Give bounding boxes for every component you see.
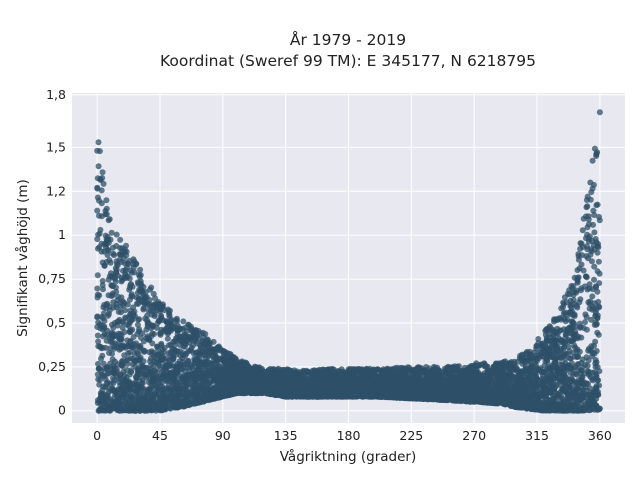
data-point — [108, 270, 114, 277]
data-point — [574, 267, 581, 274]
data-point — [103, 205, 110, 212]
data-point — [181, 343, 188, 350]
data-point — [157, 330, 164, 337]
data-point — [115, 330, 122, 337]
data-point — [578, 334, 585, 341]
chart-title-line1: År 1979 - 2019 — [290, 30, 406, 49]
data-point — [95, 163, 102, 170]
data-point — [591, 212, 598, 218]
data-point — [96, 148, 103, 155]
data-point — [180, 318, 187, 325]
data-point — [188, 344, 195, 351]
data-point — [593, 150, 600, 157]
data-point — [558, 305, 565, 312]
data-point — [528, 362, 535, 369]
data-point — [113, 243, 120, 249]
data-point — [199, 329, 206, 336]
data-points — [94, 109, 603, 414]
data-point — [595, 331, 602, 338]
data-point — [304, 376, 311, 383]
data-point — [126, 296, 133, 303]
data-point — [527, 372, 534, 379]
data-point — [571, 342, 578, 349]
data-point — [106, 349, 112, 356]
data-point — [543, 368, 549, 375]
data-point — [586, 281, 593, 288]
data-point — [132, 363, 139, 370]
data-point — [588, 316, 595, 323]
data-point — [133, 300, 140, 307]
data-point — [135, 350, 142, 357]
data-point — [535, 336, 542, 342]
data-point — [124, 337, 131, 344]
data-point — [579, 356, 586, 363]
data-point — [136, 357, 143, 364]
data-point — [144, 323, 151, 330]
data-point — [98, 248, 105, 255]
data-point — [533, 345, 540, 352]
data-point — [99, 278, 106, 284]
data-point — [98, 187, 105, 194]
data-point — [197, 346, 204, 353]
data-point — [575, 361, 582, 367]
data-point — [100, 333, 106, 340]
data-point — [148, 284, 155, 291]
data-point — [594, 201, 601, 208]
data-point — [596, 213, 602, 220]
data-point — [118, 278, 125, 285]
data-point — [95, 139, 102, 146]
data-point — [580, 267, 587, 274]
data-point — [595, 258, 602, 265]
data-point — [94, 184, 101, 191]
data-point — [100, 286, 106, 293]
data-point — [592, 338, 599, 345]
data-point — [594, 288, 601, 295]
data-point — [94, 285, 101, 292]
data-point — [575, 256, 582, 263]
data-point — [97, 226, 104, 233]
data-point — [582, 319, 588, 326]
data-point — [113, 231, 120, 238]
data-point — [164, 319, 171, 326]
data-point — [94, 175, 101, 182]
chart-title-line2: Koordinat (Sweref 99 TM): E 345177, N 62… — [160, 52, 536, 70]
data-point — [573, 347, 580, 354]
data-point — [589, 185, 596, 192]
data-point — [108, 229, 115, 236]
data-point — [94, 207, 101, 214]
data-point — [591, 145, 598, 152]
data-point — [95, 376, 102, 383]
data-point — [592, 374, 599, 381]
data-point — [134, 321, 141, 328]
data-point — [105, 217, 112, 224]
data-point — [590, 207, 597, 214]
data-point — [126, 371, 133, 378]
data-point — [583, 273, 589, 280]
data-point — [168, 316, 175, 323]
data-point — [149, 351, 156, 358]
data-point — [583, 235, 589, 242]
data-point — [107, 345, 114, 352]
data-point — [502, 358, 509, 365]
data-point — [584, 203, 591, 210]
data-point — [578, 285, 585, 292]
data-point — [576, 320, 583, 327]
data-point — [589, 157, 596, 164]
data-point — [95, 231, 102, 238]
data-point — [591, 263, 598, 270]
data-point — [155, 351, 162, 358]
data-point — [137, 266, 144, 273]
data-point — [96, 197, 102, 204]
data-point — [174, 318, 180, 325]
data-point — [570, 291, 577, 298]
data-point — [121, 300, 128, 306]
data-point — [103, 197, 110, 204]
data-point — [596, 109, 603, 116]
data-point — [155, 373, 162, 380]
data-point — [147, 358, 154, 365]
